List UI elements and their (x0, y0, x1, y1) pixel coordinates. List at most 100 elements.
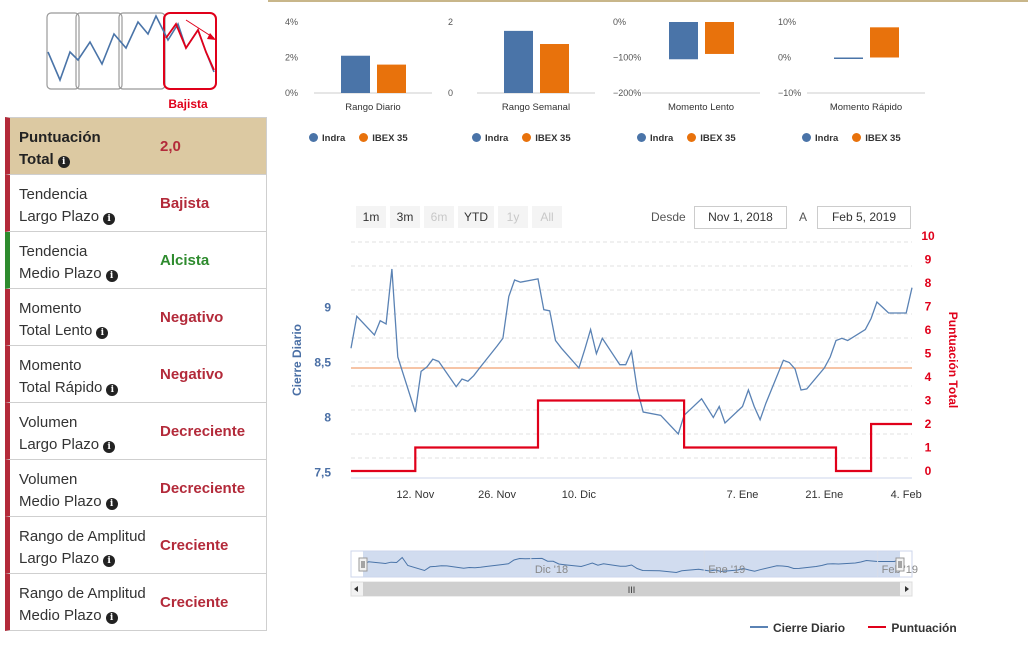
mini-bar[interactable] (834, 57, 863, 60)
info-icon[interactable]: i (57, 156, 70, 168)
to-date-input[interactable]: Feb 5, 2019 (817, 206, 911, 229)
legend-indra[interactable]: Indra (309, 133, 345, 144)
score-row-label: Volumen Medio Plazo i (19, 469, 118, 513)
navigator-handle[interactable] (895, 557, 905, 572)
legend-close[interactable]: Cierre Diario (750, 621, 845, 635)
main-legend: Cierre Diario Puntuación (750, 621, 957, 635)
legend-ibex[interactable]: IBEX 35 (852, 133, 901, 144)
scrollbar-thumb[interactable] (363, 582, 900, 596)
top-divider (268, 0, 1028, 2)
info-icon[interactable]: i (96, 327, 109, 339)
score-row: Puntuación Total i 2,0 (5, 117, 267, 175)
info-icon[interactable]: i (105, 612, 118, 624)
range-selector: 1m 3m 6m YTD 1y All (356, 206, 562, 228)
legend-ibex[interactable]: IBEX 35 (687, 133, 736, 144)
score-row-label-line2: Medio Plazo (19, 493, 102, 510)
legend-ibex-label: IBEX 35 (865, 133, 901, 144)
info-icon[interactable]: i (105, 498, 118, 510)
x-tick: 10. Dic (562, 489, 597, 501)
range-button[interactable]: 6m (424, 206, 454, 228)
mini-y-tick: 0 (448, 88, 453, 98)
close-price-line[interactable] (350, 268, 913, 436)
score-row-value: Decreciente (160, 479, 246, 497)
navigator-handle[interactable] (358, 557, 368, 572)
score-row-value: Negativo (160, 308, 224, 326)
legend-score-label: Puntuación (891, 621, 957, 635)
legend-indra-label: Indra (650, 133, 674, 144)
score-row-label-line2: Largo Plazo (19, 550, 100, 567)
range-button[interactable]: 1m (356, 206, 386, 228)
legend-indra[interactable]: Indra (802, 133, 838, 144)
y-left-tick: 7,5 (314, 466, 331, 480)
mini-bar[interactable] (504, 30, 533, 93)
score-row-label: Momento Total Rápido i (19, 355, 119, 399)
info-icon[interactable]: i (105, 270, 118, 282)
score-row-label-line1: Momento (19, 300, 82, 317)
score-row-value: Negativo (160, 365, 224, 383)
legend-ibex[interactable]: IBEX 35 (522, 133, 571, 144)
mini-y-tick: −200% (613, 88, 641, 98)
score-row: Volumen Largo Plazo i Decreciente (5, 403, 267, 460)
legend-indra[interactable]: Indra (472, 133, 508, 144)
score-row-label: Tendencia Largo Plazo i (19, 184, 116, 228)
range-button[interactable]: 3m (390, 206, 420, 228)
mini-bar[interactable] (705, 22, 734, 54)
downtrend-icon: Bajista (46, 12, 217, 111)
navigator-label: Dic '18 (535, 564, 568, 576)
from-date-input[interactable]: Nov 1, 2018 (694, 206, 787, 229)
scroll-right-arrow-icon[interactable] (905, 586, 909, 592)
legend-indra-dot (637, 133, 646, 142)
legend-ibex[interactable]: IBEX 35 (359, 133, 408, 144)
range-button[interactable]: All (532, 206, 562, 228)
legend-score[interactable]: Puntuación (868, 621, 957, 635)
score-row-label: Tendencia Medio Plazo i (19, 241, 118, 285)
score-row-value: Creciente (160, 536, 229, 554)
info-icon[interactable]: i (106, 384, 119, 396)
legend-close-label: Cierre Diario (773, 621, 846, 635)
score-row-value: Bajista (160, 194, 210, 212)
mini-chart: 2 0 Rango Semanal (448, 12, 608, 152)
legend-indra-label: Indra (485, 133, 509, 144)
mini-chart: 10% 0% −10% Momento Rápido (778, 12, 938, 152)
y-right-tick: 0 (925, 464, 932, 478)
scroll-left-arrow-icon[interactable] (354, 586, 358, 592)
score-row-value: Creciente (160, 593, 229, 611)
to-label: A (799, 210, 808, 224)
legend-indra-dot (309, 133, 318, 142)
y-right-tick: 8 (925, 276, 932, 290)
info-icon[interactable]: i (103, 213, 116, 225)
range-button[interactable]: YTD (458, 206, 494, 228)
signal-label: Bajista (168, 97, 208, 111)
mini-bar[interactable] (341, 55, 370, 93)
mini-bar[interactable] (870, 27, 899, 58)
score-row-label-line2: Total Rápido (19, 379, 103, 396)
mini-legend: Indra IBEX 35 (309, 133, 422, 144)
mini-bar[interactable] (669, 22, 698, 60)
mini-legend: Indra IBEX 35 (802, 133, 915, 144)
score-row-label-line1: Puntuación (19, 129, 101, 146)
legend-ibex-dot (359, 133, 369, 142)
navigator-series (362, 556, 901, 574)
y-right-title: Puntuación Total (946, 312, 960, 408)
legend-ibex-dot (522, 133, 532, 142)
mini-bar[interactable] (377, 64, 406, 93)
score-row: Momento Total Rápido i Negativo (5, 346, 267, 403)
score-step-line[interactable] (351, 399, 912, 473)
x-tick: 26. Nov (478, 489, 516, 501)
mini-bar[interactable] (540, 44, 569, 93)
legend-score-swatch (868, 626, 887, 628)
x-tick: 4. Feb (891, 489, 922, 501)
navigator-selection[interactable] (363, 551, 900, 577)
legend-ibex-dot (687, 133, 697, 142)
info-icon[interactable]: i (103, 441, 116, 453)
legend-ibex-dot (852, 133, 862, 142)
score-row-value: Alcista (160, 251, 210, 269)
info-icon[interactable]: i (103, 555, 116, 567)
score-row-label-line1: Momento (19, 357, 82, 374)
score-row-label: Momento Total Lento i (19, 298, 109, 342)
legend-close-swatch (750, 626, 768, 628)
legend-indra[interactable]: Indra (637, 133, 673, 144)
score-row-label: Volumen Largo Plazo i (19, 412, 116, 456)
range-button[interactable]: 1y (498, 206, 528, 228)
